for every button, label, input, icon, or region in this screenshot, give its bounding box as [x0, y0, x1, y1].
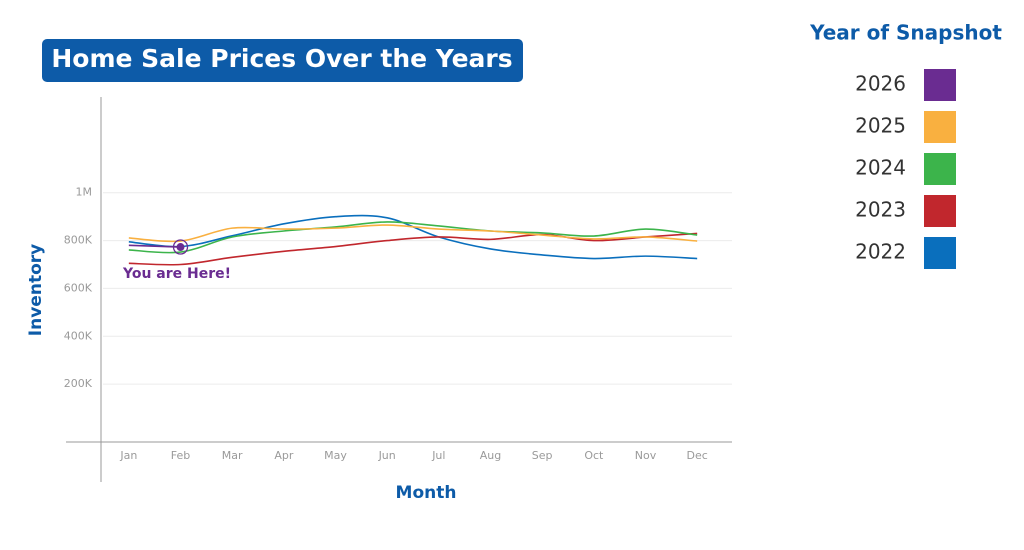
- x-tick-label: Oct: [584, 449, 604, 462]
- x-tick-label: Dec: [687, 449, 708, 462]
- legend-swatch: [924, 237, 956, 269]
- x-tick-label: Sep: [532, 449, 553, 462]
- series-line: [128, 244, 181, 248]
- y-tick-label: 1M: [76, 186, 93, 199]
- legend-swatch: [924, 195, 956, 227]
- legend-title: Year of Snapshot: [809, 21, 1002, 45]
- x-tick-label: Feb: [171, 449, 190, 462]
- series-line: [128, 214, 698, 260]
- series-line: [128, 224, 698, 243]
- x-tick-label: Jul: [431, 449, 445, 462]
- x-tick-label: Apr: [274, 449, 294, 462]
- chart-title: Home Sale Prices Over the Years: [51, 44, 512, 73]
- legend-label: 2026: [855, 72, 906, 96]
- x-tick-label: Jan: [119, 449, 137, 462]
- legend-label: 2022: [855, 240, 906, 264]
- x-tick-label: Mar: [222, 449, 243, 462]
- legend-swatch: [924, 111, 956, 143]
- y-tick-label: 800K: [64, 234, 93, 247]
- x-tick-label: May: [324, 449, 347, 462]
- x-tick-label: Nov: [635, 449, 657, 462]
- x-tick-label: Jun: [378, 449, 396, 462]
- y-tick-label: 200K: [64, 377, 93, 390]
- legend-label: 2023: [855, 198, 906, 222]
- annotation: You are Here!: [122, 266, 231, 282]
- legend-label: 2024: [855, 156, 906, 180]
- legend-swatch: [924, 69, 956, 101]
- title-box: [42, 39, 523, 82]
- legend-label: 2025: [855, 114, 906, 138]
- y-axis-label: Inventory: [26, 244, 46, 336]
- x-tick-label: Aug: [480, 449, 501, 462]
- y-tick-label: 600K: [64, 281, 93, 294]
- here-dot: [176, 243, 185, 252]
- series-line: [128, 221, 698, 254]
- legend-swatch: [924, 153, 956, 185]
- x-axis-label: Month: [396, 483, 457, 503]
- series-line: [128, 232, 698, 266]
- here-ring: [172, 239, 189, 255]
- y-tick-label: 400K: [64, 329, 93, 342]
